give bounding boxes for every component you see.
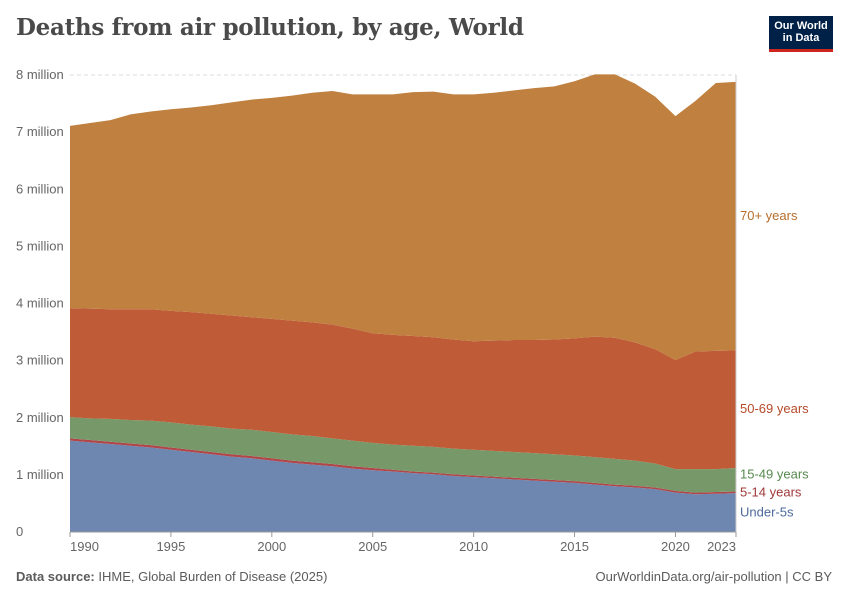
y-tick-label: 7 million [16, 124, 64, 139]
y-tick-label: 0 [16, 524, 23, 539]
series-labels: Under-5s 5-14 years 15-49 years 50-69 years… [740, 208, 809, 519]
x-tick-label: 2010 [459, 539, 488, 554]
owid-logo[interactable]: Our World in Data [769, 16, 833, 52]
series-label-5-14-years: 5-14 years [740, 484, 802, 499]
source-link[interactable]: OurWorldinData.org/air-pollution | CC BY [595, 569, 832, 584]
y-tick-label: 8 million [16, 67, 64, 82]
area-series [70, 74, 736, 532]
y-tick-label: 5 million [16, 238, 64, 253]
y-tick-label: 2 million [16, 410, 64, 425]
area-70-years [70, 74, 736, 361]
series-label-70-years: 70+ years [740, 208, 798, 223]
data-source-text: IHME, Global Burden of Disease (2025) [98, 569, 328, 584]
y-tick-label: 1 million [16, 467, 64, 482]
x-tick-label: 2005 [358, 539, 387, 554]
series-label-15-49-years: 15-49 years [740, 466, 809, 481]
x-tick-label: 1990 [70, 539, 99, 554]
y-tick-label: 3 million [16, 353, 64, 368]
x-tick-label: 2020 [661, 539, 690, 554]
x-tick-label: 2015 [560, 539, 589, 554]
x-tick-label: 2000 [257, 539, 286, 554]
data-source: Data source: IHME, Global Burden of Dise… [16, 569, 327, 584]
area-under-5s [70, 440, 736, 532]
area-50-69-years [70, 308, 736, 470]
axes: 0 1 million 2 million 3 million 4 million 5 m… [16, 67, 737, 554]
y-tick-label: 6 million [16, 181, 64, 196]
series-label-50-69-years: 50-69 years [740, 401, 809, 416]
x-tick-label: 2023 [707, 539, 736, 554]
series-label-under-5s: Under-5s [740, 505, 794, 520]
logo-line-2: in Data [782, 32, 820, 44]
area-15-49-years [70, 417, 736, 493]
x-tick-label: 1995 [156, 539, 185, 554]
y-tick-label: 4 million [16, 296, 64, 311]
logo-line-1: Our World [774, 20, 828, 32]
chart-title: Deaths from air pollution, by age, World [16, 14, 524, 41]
data-source-label: Data source: [16, 569, 95, 584]
